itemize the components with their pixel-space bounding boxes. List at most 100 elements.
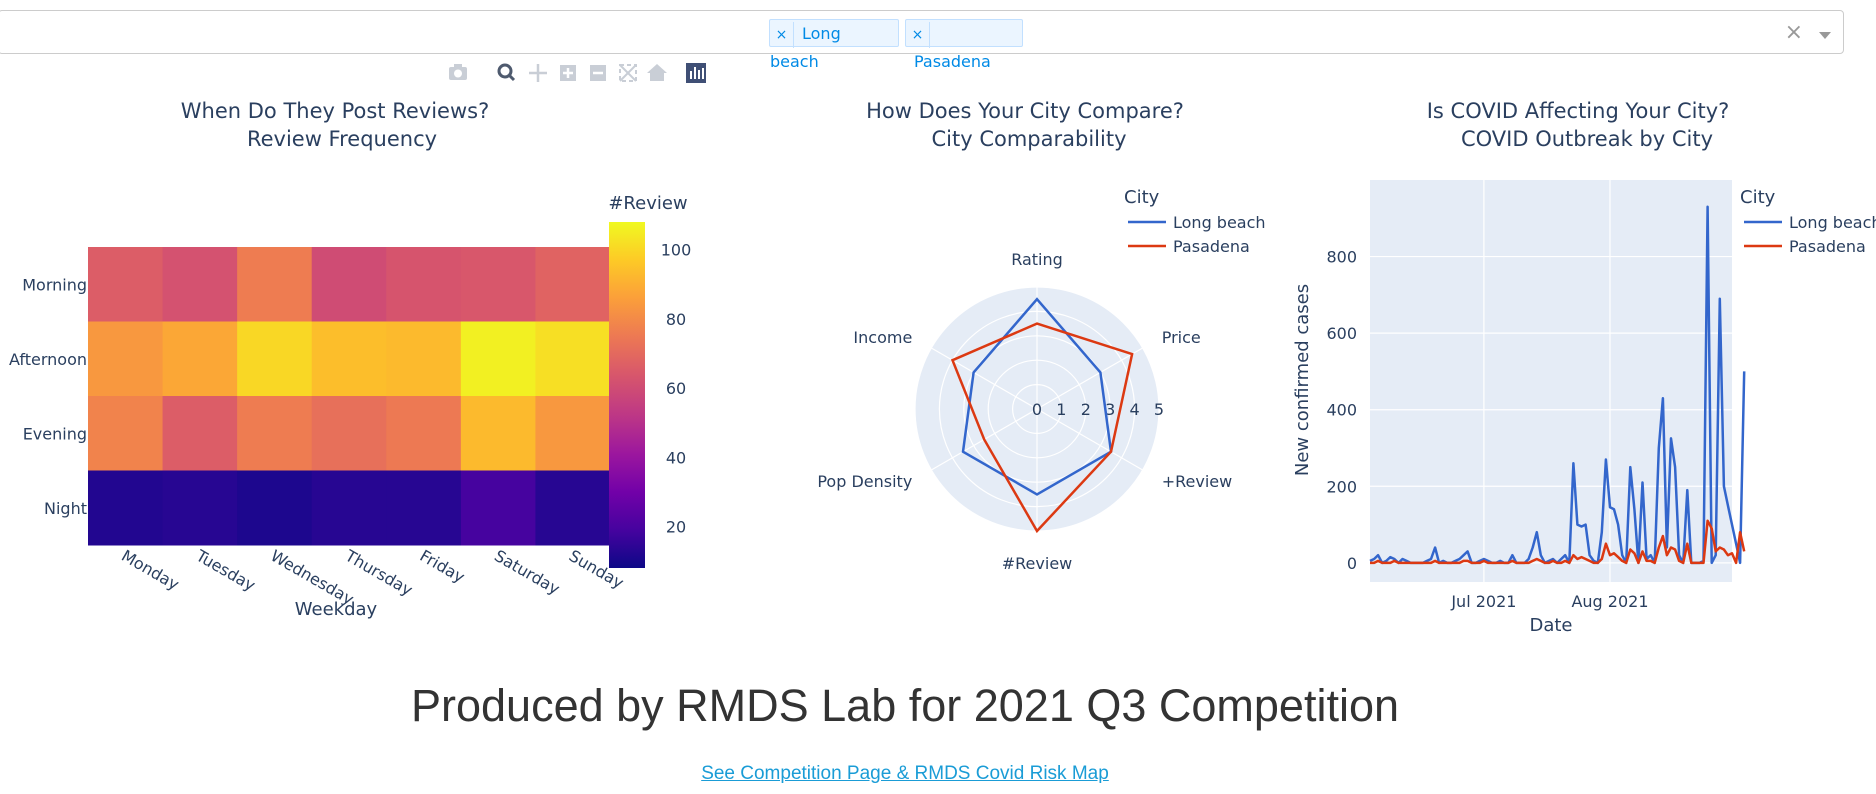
heatmap-cell	[162, 321, 238, 397]
clear-selection-icon[interactable]: ×	[1784, 20, 1803, 45]
covid-series-pasadena	[1370, 519, 1746, 565]
heatmap-y-tick-label: Evening	[23, 424, 87, 443]
covid-y-tick-label: 200	[1326, 477, 1357, 496]
legend-item-label[interactable]: Long beach	[1173, 213, 1266, 232]
selected-tag-long-beach: × Long beach	[769, 19, 899, 71]
radar-axis-label: Income	[853, 328, 912, 347]
heatmap-cell	[88, 321, 164, 397]
heatmap-cell	[535, 396, 611, 471]
heatmap-cell	[237, 247, 313, 322]
zoom-icon[interactable]	[497, 63, 516, 82]
radar-radial-tick-label: 1	[1056, 400, 1066, 419]
radar-radial-tick-label: 5	[1154, 400, 1164, 419]
covid-y-axis-title: New confirmed cases	[1292, 284, 1313, 476]
heatmap-cell	[460, 470, 536, 546]
heatmap-chart: When Do They Post Reviews? Review Freque…	[9, 99, 691, 620]
heatmap-cell	[311, 247, 387, 322]
camera-icon[interactable]	[449, 64, 467, 80]
tag-label: Pasadena	[914, 52, 991, 71]
heatmap-y-tick-label: Afternoon	[9, 350, 87, 369]
radar-legend-title: City	[1124, 187, 1160, 208]
radar-axis-label: Price	[1162, 328, 1201, 347]
heatmap-y-tick-label: Morning	[22, 275, 87, 294]
heatmap-cell	[386, 396, 462, 471]
tag-label: Long beach	[770, 24, 841, 71]
covid-title-line1: Is COVID Affecting Your City?	[1427, 99, 1730, 123]
selected-tag-pasadena: × Pasadena	[905, 19, 1023, 71]
plotly-logo-icon[interactable]	[686, 63, 706, 83]
heatmap-cell	[88, 247, 164, 322]
covid-y-tick-label: 0	[1347, 554, 1357, 573]
heatmap-x-axis-title: Weekday	[295, 599, 378, 620]
heatmap-x-tick-label: Tuesday	[192, 546, 259, 596]
heatmap-cell	[460, 247, 536, 322]
radar-series-pasadena	[950, 322, 1134, 534]
heatmap-x-tick-label: Saturday	[491, 546, 563, 599]
heatmap-cell	[460, 321, 536, 397]
heatmap-cell	[162, 396, 238, 471]
radar-radial-tick-label: 4	[1130, 400, 1140, 419]
radar-radial-tick-label: 0	[1032, 400, 1042, 419]
heatmap-cell	[237, 396, 313, 471]
radar-spoke	[1036, 408, 1143, 471]
covid-x-tick-label: Aug 2021	[1571, 592, 1648, 611]
heatmap-cell	[88, 470, 164, 546]
heatmap-x-tick-label: Friday	[417, 546, 469, 587]
covid-y-tick-label: 800	[1326, 248, 1357, 267]
zoom-in-icon[interactable]	[560, 65, 576, 81]
heatmap-x-tick-label: Monday	[118, 546, 182, 594]
zoom-out-icon[interactable]	[590, 65, 606, 81]
heatmap-cell	[88, 396, 164, 471]
heatmap-cell	[311, 321, 387, 397]
legend-item-label[interactable]: Pasadena	[1789, 237, 1866, 256]
autoscale-icon[interactable]	[619, 64, 637, 82]
radar-radial-tick-label: 3	[1105, 400, 1115, 419]
heatmap-cell	[311, 396, 387, 471]
heatmap-cell	[386, 321, 462, 397]
covid-x-tick-label: Jul 2021	[1450, 592, 1516, 611]
covid-legend-title: City	[1740, 187, 1776, 208]
heatmap-cell	[311, 470, 387, 546]
covid-line-chart: Is COVID Affecting Your City? COVID Outb…	[1292, 99, 1876, 636]
heatmap-cell	[162, 470, 238, 546]
competition-link[interactable]: See Competition Page & RMDS Covid Risk M…	[701, 763, 1109, 784]
heatmap-title-line1: When Do They Post Reviews?	[181, 99, 489, 123]
radar-series-long-beach	[961, 297, 1113, 496]
pan-icon[interactable]	[529, 64, 547, 82]
radar-axis-label: Pop Density	[817, 472, 912, 491]
covid-y-tick-label: 600	[1326, 324, 1357, 343]
heatmap-cell	[237, 321, 313, 397]
radar-title-line2: City Comparability	[932, 127, 1127, 151]
heatmap-cell	[535, 247, 611, 322]
radar-chart: How Does Your City Compare? City Compara…	[817, 99, 1265, 573]
legend-item-label[interactable]: Pasadena	[1173, 237, 1250, 256]
heatmap-cell	[535, 470, 611, 546]
heatmap-cell	[460, 396, 536, 471]
colorbar-tick-label: 80	[666, 310, 686, 329]
heatmap-cell	[162, 247, 238, 322]
heatmap-title-line2: Review Frequency	[247, 127, 437, 151]
home-icon[interactable]	[647, 64, 667, 81]
heatmap-y-tick-label: Night	[44, 499, 87, 518]
chevron-down-icon[interactable]	[1819, 32, 1831, 39]
footer-title: Produced by RMDS Lab for 2021 Q3 Competi…	[410, 680, 1400, 731]
radar-spoke	[931, 347, 1038, 410]
city-multiselect[interactable]: × Long beach ×Pasadena ×	[0, 10, 1844, 71]
radar-axis-label: #Review	[1002, 554, 1073, 573]
remove-tag-icon[interactable]: ×	[770, 22, 794, 48]
colorbar-tick-label: 100	[661, 241, 692, 260]
colorbar-title: #Review	[608, 193, 687, 214]
remove-tag-icon[interactable]: ×	[906, 22, 930, 48]
radar-spoke	[1036, 347, 1143, 410]
colorbar	[609, 222, 645, 568]
legend-item-label[interactable]: Long beach	[1789, 213, 1876, 232]
heatmap-cell	[386, 470, 462, 546]
heatmap-cell	[386, 247, 462, 322]
covid-x-axis-title: Date	[1529, 615, 1572, 636]
covid-title-line2: COVID Outbreak by City	[1461, 127, 1713, 151]
radar-radial-tick-label: 2	[1081, 400, 1091, 419]
charts-canvas: When Do They Post Reviews? Review Freque…	[9, 99, 1876, 636]
heatmap-cell	[535, 321, 611, 397]
covid-y-tick-label: 400	[1326, 401, 1357, 420]
colorbar-tick-label: 40	[666, 448, 686, 467]
